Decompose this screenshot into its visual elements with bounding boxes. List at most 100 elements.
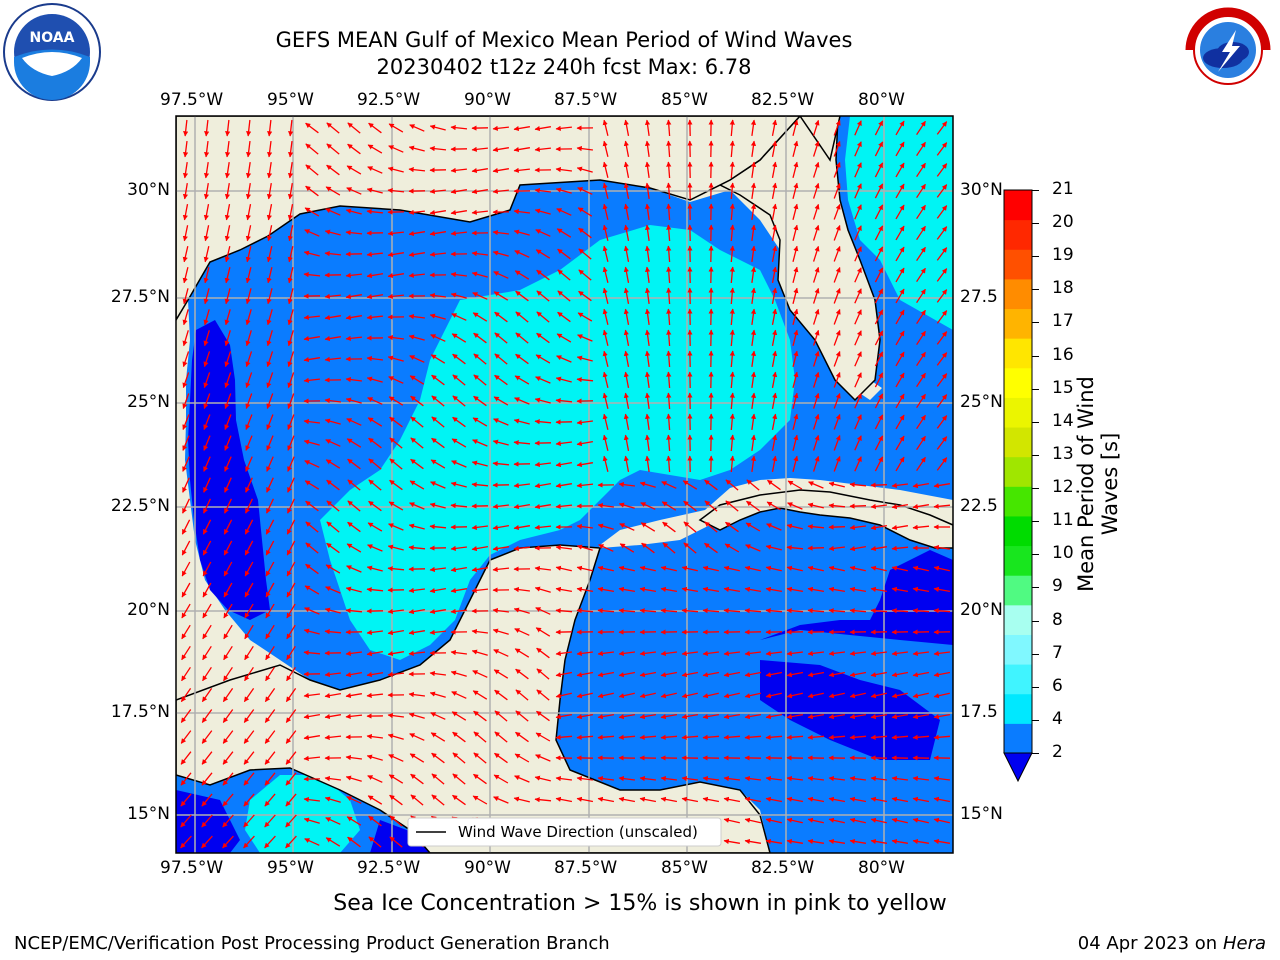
direction-arrow — [666, 203, 672, 221]
direction-arrow — [244, 645, 254, 661]
direction-arrow — [430, 459, 446, 469]
direction-arrow — [792, 308, 799, 325]
direction-arrow — [324, 398, 341, 404]
direction-arrow — [387, 713, 404, 719]
direction-arrow — [202, 624, 212, 640]
direction-arrow — [833, 204, 841, 220]
direction-arrow — [244, 624, 254, 640]
direction-arrow — [916, 246, 926, 262]
direction-arrow — [618, 692, 635, 699]
direction-arrow — [201, 709, 213, 723]
direction-arrow — [556, 228, 572, 238]
direction-arrow — [182, 435, 190, 451]
colorbar-block — [1004, 397, 1032, 428]
direction-arrow — [833, 162, 841, 178]
direction-arrow — [895, 309, 905, 325]
direction-arrow — [429, 124, 446, 131]
direction-arrow — [895, 330, 905, 346]
direction-arrow — [201, 688, 213, 703]
direction-arrow — [639, 481, 656, 488]
lon-label-bottom: 95°W — [267, 858, 314, 878]
lon-label-top: 90°W — [464, 90, 511, 110]
direction-arrow — [303, 314, 320, 320]
direction-arrow — [345, 272, 362, 278]
direction-arrow — [849, 545, 867, 552]
direction-arrow — [704, 542, 718, 554]
direction-arrow — [182, 414, 190, 430]
direction-arrow — [681, 586, 699, 593]
direction-arrow — [346, 187, 362, 195]
lon-label-top: 85°W — [661, 90, 708, 110]
direction-arrow — [305, 164, 319, 176]
direction-arrow — [429, 587, 447, 594]
direction-arrow — [744, 650, 761, 656]
direction-arrow — [681, 650, 698, 656]
direction-arrow — [182, 351, 190, 368]
direction-arrow — [346, 418, 362, 426]
direction-arrow — [644, 392, 651, 409]
direction-arrow — [182, 162, 189, 179]
direction-arrow — [265, 603, 275, 619]
direction-arrow — [807, 713, 825, 720]
direction-arrow — [723, 608, 741, 614]
direction-arrow — [771, 224, 778, 242]
direction-arrow — [891, 671, 909, 678]
direction-arrow — [597, 692, 614, 699]
direction-arrow — [916, 267, 926, 283]
direction-arrow — [602, 308, 609, 325]
direction-arrow — [246, 141, 252, 158]
direction-arrow — [916, 456, 926, 472]
direction-arrow — [408, 629, 426, 636]
direction-arrow — [305, 542, 319, 554]
direction-arrow — [644, 161, 651, 178]
direction-arrow — [493, 669, 509, 679]
direction-arrow — [535, 607, 551, 615]
direction-arrow — [849, 524, 866, 530]
direction-arrow — [936, 352, 948, 366]
direction-arrow — [534, 146, 551, 152]
direction-arrow — [792, 161, 799, 178]
direction-arrow — [367, 417, 383, 427]
direction-arrow — [387, 544, 404, 551]
direction-arrow — [597, 586, 615, 593]
direction-arrow — [266, 246, 273, 263]
direction-arrow — [895, 267, 905, 283]
lon-label-top: 80°W — [858, 90, 905, 110]
direction-arrow — [895, 435, 905, 451]
direction-arrow — [326, 164, 340, 176]
direction-arrow — [408, 251, 426, 258]
direction-arrow — [729, 182, 735, 200]
direction-arrow — [874, 372, 884, 388]
direction-arrow — [623, 455, 630, 473]
direction-arrow — [347, 458, 361, 470]
direction-arrow — [345, 208, 362, 215]
direction-arrow — [515, 332, 529, 344]
direction-arrow — [451, 691, 467, 699]
colorbar-tick-label: 6 — [1052, 675, 1063, 696]
direction-arrow — [618, 650, 635, 656]
direction-arrow — [409, 355, 425, 363]
direction-arrow — [286, 540, 296, 556]
direction-arrow — [807, 586, 825, 593]
direction-arrow — [471, 167, 489, 174]
direction-arrow — [288, 141, 294, 158]
direction-arrow — [225, 119, 231, 137]
direction-arrow — [765, 565, 782, 572]
direction-arrow — [807, 524, 825, 530]
direction-arrow — [345, 230, 363, 236]
direction-arrow — [874, 267, 884, 283]
direction-arrow — [204, 119, 210, 137]
direction-arrow — [874, 141, 884, 157]
direction-arrow — [895, 120, 905, 136]
direction-arrow — [771, 140, 778, 158]
colorbar-block — [1004, 308, 1032, 339]
lat-label-right: 15°N — [960, 804, 1003, 824]
direction-arrow — [936, 247, 948, 261]
direction-arrow — [916, 183, 926, 199]
direction-arrow — [745, 544, 761, 552]
direction-arrow — [771, 161, 778, 179]
direction-arrow — [366, 587, 384, 593]
legend-label: Wind Wave Direction (unscaled) — [458, 823, 698, 841]
direction-arrow — [602, 371, 609, 388]
lat-label-left: 17.5°N — [110, 702, 170, 722]
